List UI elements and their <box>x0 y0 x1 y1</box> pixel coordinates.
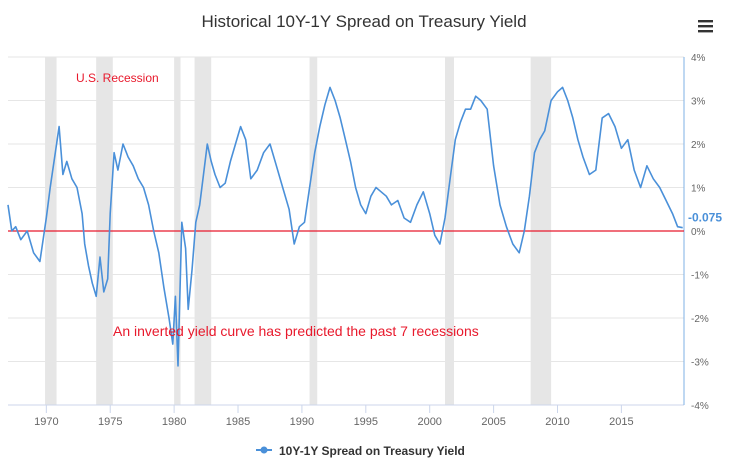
x-tick-label: 2015 <box>609 416 633 428</box>
y-tick-label: -4% <box>691 401 709 412</box>
series-line[interactable] <box>7 86 683 367</box>
x-tick-label: 1975 <box>98 416 122 428</box>
y-tick-label: 2% <box>691 140 706 151</box>
y-tick-label: 1% <box>691 184 706 195</box>
x-tick-label: 2000 <box>417 416 441 428</box>
chart-menu-button[interactable] <box>693 14 717 36</box>
x-tick-label: 1995 <box>354 416 378 428</box>
chart-title: Historical 10Y-1Y Spread on Treasury Yie… <box>201 12 526 31</box>
legend[interactable]: 10Y-1Y Spread on Treasury Yield <box>256 444 465 458</box>
x-tick-label: 1990 <box>290 416 314 428</box>
y-tick-label: 0% <box>691 227 706 238</box>
legend-marker-icon <box>260 446 268 454</box>
y-tick-label: -1% <box>691 271 709 282</box>
y-tick-label: -3% <box>691 358 709 369</box>
x-tick-label: 2010 <box>545 416 569 428</box>
recession-annotation: U.S. Recession <box>76 71 159 85</box>
x-tick-label: 1980 <box>162 416 186 428</box>
legend-series-label: 10Y-1Y Spread on Treasury Yield <box>279 444 465 458</box>
x-tick-label: 1970 <box>34 416 58 428</box>
x-tick-label: 2005 <box>481 416 505 428</box>
x-tick-label: 1985 <box>226 416 250 428</box>
inversion-annotation: An inverted yield curve has predicted th… <box>113 323 479 339</box>
x-axis-ticks: 1970 1975 1980 1985 1990 1995 2000 2005 2010 2015 <box>34 405 634 428</box>
hamburger-menu-icon <box>698 20 713 33</box>
y-axis-ticks: -4% -3% -2% -1% 0% 1% 2% 3% 4% <box>691 53 709 412</box>
y-tick-label: -2% <box>691 314 709 325</box>
last-value-label: -0.075 <box>688 211 722 225</box>
y-tick-label: 3% <box>691 97 706 108</box>
y-tick-label: 4% <box>691 53 706 64</box>
